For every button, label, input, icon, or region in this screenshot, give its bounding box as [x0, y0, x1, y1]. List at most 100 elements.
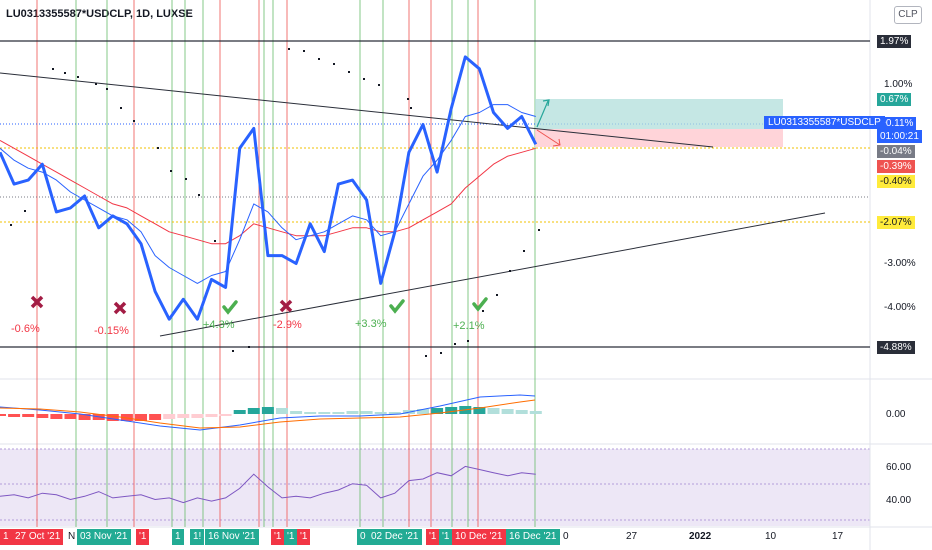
macd-line — [0, 394, 536, 431]
time-label: '1 — [439, 529, 453, 545]
trail-dot — [95, 83, 97, 85]
histogram-bar — [233, 410, 246, 414]
check-icon — [472, 297, 488, 312]
histogram-bar — [304, 412, 317, 414]
trail-dot — [363, 78, 365, 80]
trail-dot — [198, 194, 200, 196]
oscillator-tick: 40.00 — [886, 495, 912, 506]
histogram-bar — [191, 414, 204, 418]
trail-dot — [454, 343, 456, 345]
histogram-bar — [149, 414, 162, 420]
histogram-bar — [64, 414, 77, 419]
trail-dot — [157, 147, 159, 149]
trail-dot — [407, 98, 409, 100]
time-label: '1 — [136, 529, 150, 545]
time-label: '1 — [426, 529, 440, 545]
time-label: 02 Dec '21 — [368, 529, 422, 545]
histogram-bar — [431, 408, 444, 414]
trail-dot — [467, 340, 469, 342]
trail-dot — [170, 170, 172, 172]
price-series-layer — [0, 55, 538, 321]
histogram-bar — [487, 408, 500, 414]
histogram-bar — [473, 407, 486, 414]
macd-tick: 0.00 — [886, 409, 906, 420]
signal-label: -0.6% — [11, 323, 40, 335]
price-tick: -3.00% — [884, 258, 916, 269]
trail-dot — [348, 71, 350, 73]
trail-dot — [133, 120, 135, 122]
ascending-trendline[interactable] — [159, 212, 826, 337]
time-label-plain: 0 — [563, 531, 569, 542]
signal-label: +4.3% — [203, 319, 235, 331]
stop-arrow-head — [552, 138, 561, 147]
signal-line — [0, 399, 536, 429]
histogram-bar — [529, 411, 542, 414]
trailing-stop-dots — [10, 48, 540, 357]
fast-ma-line — [0, 104, 536, 284]
time-label: 1 — [0, 529, 12, 545]
trail-dot — [10, 224, 12, 226]
time-label-plain: 27 — [626, 531, 638, 542]
time-label: 27 Oct '21 — [12, 529, 64, 545]
trail-dot — [24, 210, 26, 212]
signal-vertical-lines — [36, 0, 536, 527]
histogram-bar — [106, 414, 119, 421]
symbol-price-tag: LU0313355587*USDCLP — [764, 116, 885, 129]
pill-ma-red: -0.39% — [877, 160, 915, 173]
price-line — [0, 55, 538, 321]
price-tick: -4.00% — [884, 302, 916, 313]
histogram-bar — [388, 412, 401, 414]
time-label: '1 — [284, 529, 298, 545]
cross-icon — [279, 299, 293, 313]
oscillator-pane-bg — [0, 449, 870, 526]
time-label: 16 Nov '21 — [205, 529, 259, 545]
target-zone[interactable] — [535, 99, 783, 129]
pill-last-change: +0.11% — [877, 117, 917, 130]
target-arrow — [536, 100, 549, 128]
check-icon — [389, 299, 405, 314]
histogram-bar — [177, 414, 190, 418]
trail-dot — [52, 68, 54, 70]
histogram-bar — [501, 409, 514, 414]
histogram-bar — [247, 408, 260, 414]
chart-title: LU0313355587*USDCLP, 1D, LUXSE — [6, 8, 193, 20]
histogram-bar — [0, 414, 6, 416]
histogram-bar — [417, 409, 429, 414]
signal-label: -2.9% — [273, 319, 302, 331]
time-label-plain: 2022 — [689, 531, 712, 542]
trail-dot — [185, 178, 187, 180]
histogram-bar — [205, 414, 218, 417]
oscillator-line — [0, 465, 536, 504]
histogram-bar — [276, 408, 288, 414]
histogram-bar — [135, 414, 147, 421]
trail-dot — [538, 229, 540, 231]
trail-dot — [496, 294, 498, 296]
signal-markers — [30, 295, 488, 315]
pill-level-yellow-1: -0.40% — [877, 175, 915, 188]
trail-dot — [523, 250, 525, 252]
trail-dot — [232, 350, 234, 352]
stop-zone[interactable] — [535, 129, 783, 147]
cross-icon — [30, 295, 44, 309]
signal-label: -0.15% — [94, 325, 129, 337]
price-tick: 1.00% — [884, 79, 913, 90]
histogram-bar — [78, 414, 91, 420]
trail-dot — [303, 50, 305, 52]
histogram-bar — [445, 407, 458, 414]
descending-trendline[interactable] — [0, 72, 714, 148]
time-label: '1 — [271, 529, 285, 545]
time-label: '1 — [297, 529, 311, 545]
trail-dot — [410, 107, 412, 109]
check-icon — [222, 300, 238, 315]
time-label: 10 Dec '21 — [452, 529, 506, 545]
pill-level-yellow-2: -2.07% — [877, 216, 915, 229]
trail-dot — [318, 58, 320, 60]
target-arrow-head — [542, 99, 550, 107]
signal-label: +3.3% — [355, 318, 387, 330]
pill-support: -4.88% — [877, 341, 915, 354]
currency-button[interactable]: CLP — [894, 6, 922, 24]
trail-dot — [440, 352, 442, 354]
trail-dot — [106, 88, 108, 90]
time-label: 03 Nov '21 — [77, 529, 131, 545]
